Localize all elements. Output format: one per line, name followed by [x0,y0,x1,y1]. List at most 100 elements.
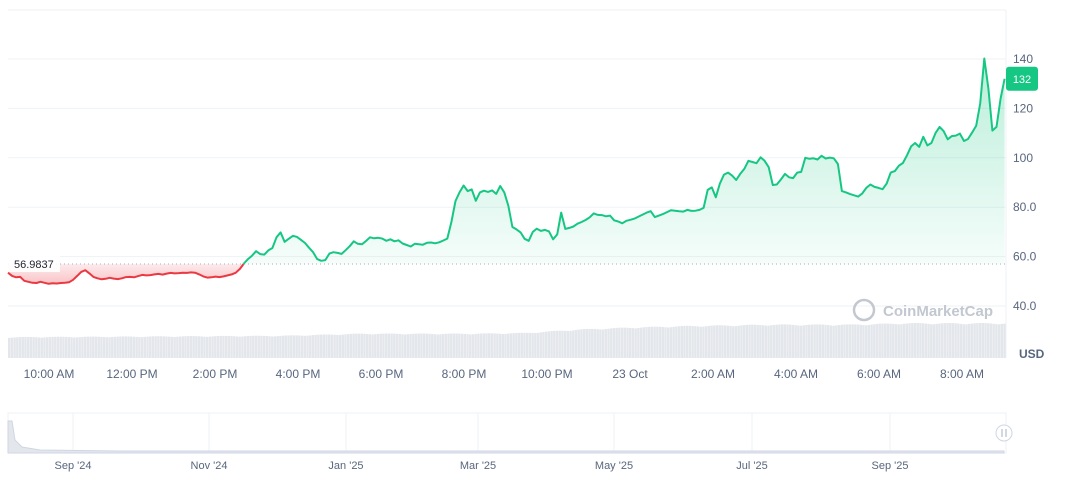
volume-bar [29,336,33,358]
volume-bar [414,333,418,358]
volume-bar [59,336,62,358]
volume-bar [8,337,11,358]
volume-bar [67,337,71,358]
volume-bar [89,336,92,358]
volume-bar [393,333,396,358]
volume-bar [75,337,79,358]
volume-bar [702,326,705,358]
x-tick-label: 4:00 AM [774,367,818,381]
volume-bar [341,334,344,358]
volume-bar [157,336,160,358]
volume-bar [140,337,144,358]
y-tick-label: 80.0 [1013,200,1037,214]
volume-bar [539,332,542,358]
navigator-date-label: Sep '24 [55,460,92,472]
volume-bar [151,336,155,358]
volume-bar [159,336,163,358]
volume-bar [883,323,887,358]
volume-bar [997,324,1001,358]
volume-bar [713,325,716,358]
volume-bar [482,333,485,358]
volume-bar [721,325,724,358]
volume-bar [656,326,659,358]
volume-bar [612,328,616,358]
volume-bar [601,329,605,358]
volume-bar [835,325,838,358]
watermark: CoinMarketCap [852,298,993,322]
volume-bar [328,334,331,358]
volume-bar [704,326,708,358]
volume-bar [493,333,496,358]
volume-bar [178,336,182,358]
volume-bar [360,333,363,358]
x-tick-label: 8:00 AM [940,367,984,381]
volume-bar [48,337,52,358]
volume-bar [279,335,282,358]
volume-bar [626,327,629,358]
volume-bar [64,336,68,358]
volume-bar [688,325,692,358]
volume-bar [105,337,109,358]
navigator-handle[interactable] [995,424,1013,442]
volume-bar [496,333,499,358]
volume-bar [227,335,231,358]
volume-bar [908,323,911,358]
volume-bar [143,336,146,358]
volume-bar [623,327,627,358]
volume-bar [81,336,84,358]
volume-bar [520,332,523,358]
volume-bar [498,333,502,358]
volume-bar [45,337,49,358]
volume-bar [338,334,342,358]
volume-bar [469,334,472,358]
volume-bar [610,328,613,358]
volume-bar [233,336,236,358]
volume-bar [949,323,952,358]
currency-label: USD [1019,347,1045,361]
volume-bar [797,325,800,358]
volume-bar [734,326,738,358]
navigator-date-label: May '25 [595,460,633,472]
volume-bar [355,333,358,358]
volume-bar [892,323,895,358]
volume-bar [509,333,513,358]
volume-bar [86,336,90,358]
volume-bar [696,326,700,358]
volume-bar [165,336,168,358]
volume-bar [881,323,884,358]
volume-bar [376,333,380,358]
volume-bar [422,333,426,358]
volume-bar [466,334,469,358]
volume-bar [252,335,255,358]
volume-bar [913,323,917,358]
volume-bar [973,323,976,358]
x-tick-label: 12:00 PM [106,367,157,381]
volume-bar [615,327,618,358]
volume-bar [661,327,664,358]
volume-bar [387,333,391,358]
volume-bar [582,329,586,358]
volume-bar [130,336,133,358]
volume-bar [940,323,944,358]
volume-bar [959,323,963,358]
volume-bar [848,324,852,358]
volume-bar [18,337,22,358]
volume-bar [504,333,507,358]
volume-bar [667,327,670,358]
volume-bar [100,336,103,358]
price-line-below [7,263,245,285]
volume-bar [357,333,361,358]
volume-bar [16,337,19,358]
volume-bar [436,334,439,358]
navigator-panel[interactable] [7,412,1007,454]
volume-bar [618,327,621,358]
volume-bar [677,326,681,358]
volume-bar [515,332,518,358]
volume-bar [406,334,410,358]
volume-bar [184,336,187,358]
volume-bar [409,333,412,358]
volume-bar [634,328,637,358]
volume-bar [54,336,57,358]
volume-bar [542,332,545,358]
